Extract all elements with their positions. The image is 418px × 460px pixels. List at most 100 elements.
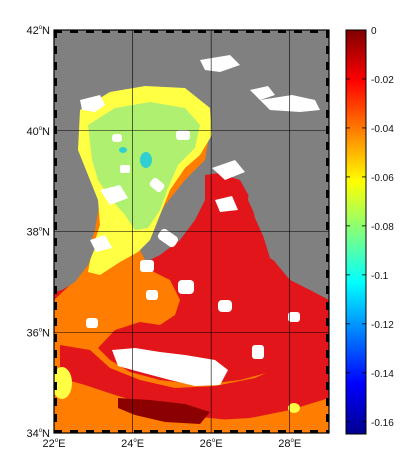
border-seg-bottom [214,430,222,433]
lat-label-hemi: N [42,428,50,440]
lon-label-hemi: E [137,438,144,450]
border-seg-left [54,382,57,390]
island-skyros [149,177,165,193]
colorbar-tick-label-5: -0.1 [371,271,389,282]
lat-label-3: 36oN [26,327,50,339]
border-seg-right [326,254,329,262]
border-seg-left [54,46,57,54]
border-seg-bottom [150,430,158,433]
border-seg-right [326,238,329,246]
border-seg-bottom [86,430,94,433]
colorbar-tick-label-6: -0.12 [371,320,394,331]
lat-label-4: 34oN [26,428,50,440]
island-karpathos [288,312,300,322]
lat-label-hemi: N [42,327,50,339]
lat-label-deg: 36 [26,327,38,339]
border-seg-left [54,190,57,198]
border-seg-right [326,286,329,294]
border-seg-left [54,398,57,406]
border-seg-right [326,222,329,230]
colorbar-ticks: 0 -0.02 -0.04 -0.06 -0.08 -0.1 -0.12 -0.14 -0.16 [346,26,394,429]
border-seg-bottom [198,430,206,433]
border-seg-right [326,366,329,374]
border-seg-left [54,302,57,310]
border-seg-bottom [246,430,254,433]
island-west-1 [100,185,128,205]
border-seg-right [326,110,329,118]
border-seg-right [326,350,329,358]
border-seg-left [54,318,57,326]
island-north-1 [80,95,105,112]
colorbar-tick-label-7: -0.14 [371,369,394,380]
island-samos [120,165,130,173]
island-east-1 [212,160,245,180]
degree-mark: o [290,438,294,444]
border-seg-left [54,142,57,150]
border-seg-bottom [134,430,142,433]
colorbar-tick-label-2: -0.04 [371,124,394,135]
border-seg-top [86,30,94,33]
island-milos [86,318,98,328]
border-seg-right [326,62,329,70]
border-seg-left [54,238,57,246]
border-seg-right [326,414,329,422]
lon-label-2: 26oE [200,438,223,450]
border-seg-left [54,110,57,118]
yellow-spot-sw [54,367,72,399]
border-seg-bottom [166,430,174,433]
border-seg-bottom [182,430,190,433]
border-seg-top [150,30,158,33]
map-grid-lines [53,29,329,434]
border-seg-top [118,30,126,33]
island-west-2 [90,235,112,252]
border-seg-top [214,30,222,33]
yellow-spot-se [288,403,300,413]
cyan-spot-2 [119,147,127,153]
lon-label-hemi: E [294,438,301,450]
border-seg-right [326,94,329,102]
border-seg-top [262,30,270,33]
lon-label-hemi: E [58,438,65,450]
border-seg-bottom [118,430,126,433]
degree-mark: o [55,438,59,444]
border-seg-bottom [262,430,270,433]
border-seg-left [54,270,57,278]
border-seg-top [230,30,238,33]
border-seg-right [326,334,329,342]
lon-label-deg: 28 [278,438,290,450]
lat-label-deg: 40 [26,126,38,138]
border-seg-top [134,30,142,33]
lon-label-0: 22oE [43,438,66,450]
south-red-core [60,345,329,420]
border-seg-right [326,318,329,326]
border-seg-left [54,158,57,166]
colorbar-tick-label-8: -0.16 [371,418,394,429]
border-seg-left [54,78,57,86]
border-seg-bottom [54,430,62,433]
border-seg-right [326,302,329,310]
border-seg-left [54,414,57,422]
island-east-2 [215,196,238,212]
cyan-spot-1 [140,152,152,168]
border-seg-left [54,222,57,230]
border-seg-top [246,30,254,33]
dark-red-blob [118,398,210,424]
lat-label-deg: 38 [26,227,38,239]
colorbar-tick-label-1: -0.02 [371,75,394,86]
degree-mark: o [212,438,216,444]
lon-label-deg: 22 [43,438,55,450]
border-seg-left [54,350,57,358]
border-seg-bottom [310,430,318,433]
border-seg-right [326,30,329,38]
border-seg-right [326,206,329,214]
lon-label-1: 24oE [121,438,144,450]
degree-mark: o [39,126,43,132]
lat-label-deg: 34 [26,428,38,440]
island-euboea [157,228,179,248]
degree-mark: o [39,428,43,434]
island-limnos [112,134,122,142]
border-seg-right [326,158,329,166]
island-north-3 [250,86,275,100]
